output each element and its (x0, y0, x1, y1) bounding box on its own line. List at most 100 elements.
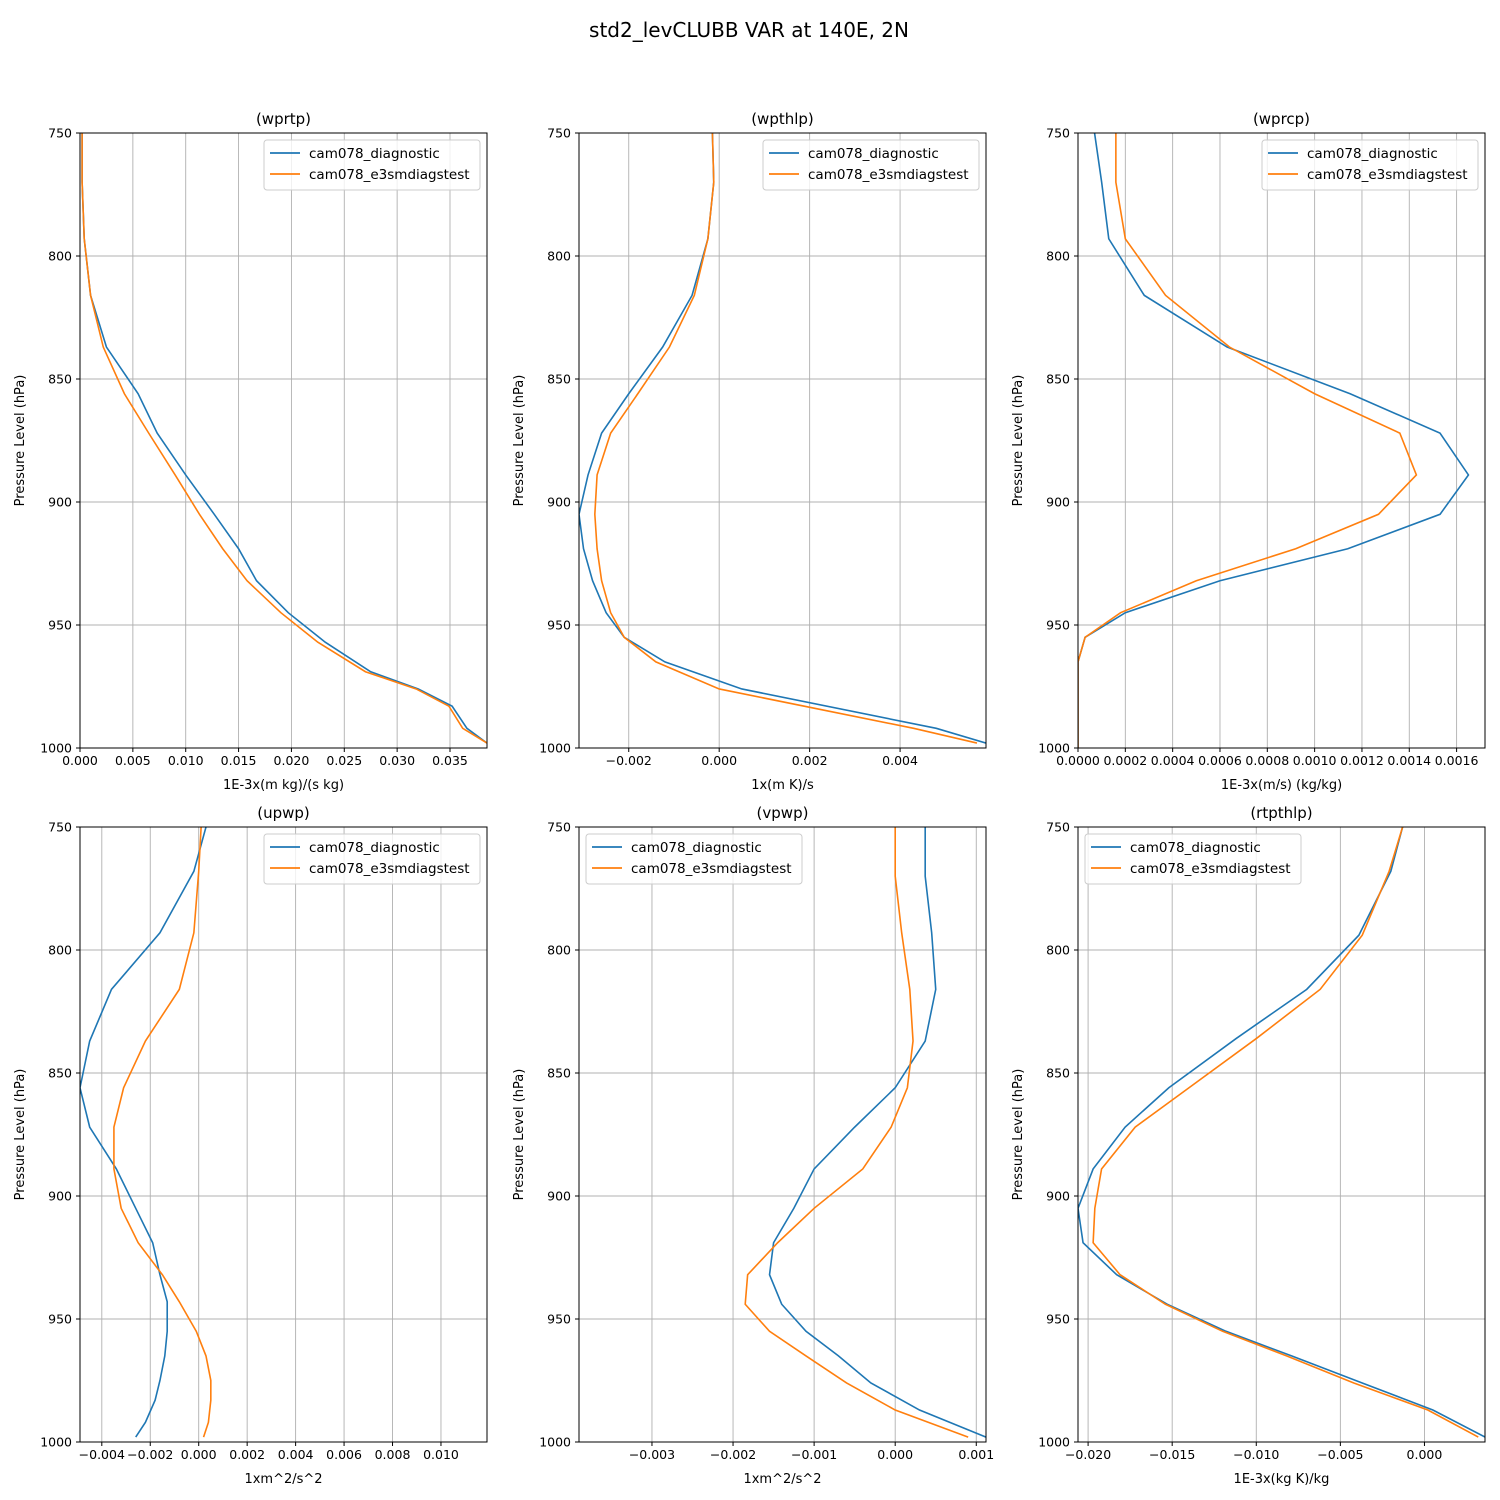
y-tick-label: 750 (547, 126, 571, 141)
x-tick-label: 0.0002 (1103, 753, 1147, 768)
series-line-cam078_e3smdiagstest (1092, 827, 1479, 1438)
y-tick-label: 800 (547, 249, 571, 264)
y-tick-label: 750 (547, 820, 571, 835)
y-tick-label: 800 (48, 249, 72, 264)
subplot-wprcp: 0.0000 0.0002 0.0004 0.0006 0.0008 0.0010 0.00… (1011, 110, 1486, 793)
y-axis-label: Pressure Level (hPa) (13, 375, 28, 507)
y-tick-label: 950 (547, 618, 571, 633)
series-line-cam078_diagnostic (1078, 827, 1485, 1438)
legend-label-cam078_e3smdiagstest: cam078_e3smdiagstest (309, 861, 470, 877)
x-tick-label: 0.015 (221, 753, 257, 768)
plot-frame (1077, 132, 1486, 749)
legend-label-cam078_diagnostic: cam078_diagnostic (309, 146, 440, 162)
x-tick-label: 0.0014 (1387, 753, 1431, 768)
subplot-title: (wpthlp) (751, 110, 814, 128)
series-line-cam078_e3smdiagstest (81, 133, 487, 744)
x-tick-label: 0.025 (326, 753, 362, 768)
y-tick-label: 1000 (40, 741, 72, 756)
x-tick-label: 0.0000 (1056, 753, 1100, 768)
y-axis-label: Pressure Level (hPa) (512, 375, 527, 507)
legend: cam078_diagnostic cam078_e3smdiagstest (1084, 833, 1302, 885)
y-tick-label: 900 (547, 495, 571, 510)
y-tick-label: 950 (48, 618, 72, 633)
x-tick-label: 0.0010 (1293, 753, 1337, 768)
x-tick-label: 0.000 (62, 753, 98, 768)
y-tick-label: 850 (547, 372, 571, 387)
legend-label-cam078_diagnostic: cam078_diagnostic (309, 840, 440, 856)
plot-frame (578, 132, 987, 749)
y-tick-label: 950 (547, 1312, 571, 1327)
x-tick-label: 0.020 (274, 753, 310, 768)
legend-label-cam078_diagnostic: cam078_diagnostic (1307, 146, 1438, 162)
y-tick-label: 800 (1046, 249, 1070, 264)
x-tick-label: 0.005 (115, 753, 151, 768)
x-tick-label: 0.035 (432, 753, 468, 768)
plot-frame (79, 132, 488, 749)
y-tick-label: 1000 (539, 1435, 571, 1450)
x-tick-label: 0.008 (375, 1447, 411, 1462)
legend: cam078_diagnostic cam078_e3smdiagstest (263, 833, 481, 885)
series-line-cam078_diagnostic (1078, 133, 1470, 748)
plot-frame (578, 826, 987, 1443)
x-tick-label: 0.0004 (1151, 753, 1195, 768)
series-line-cam078_diagnostic (768, 827, 986, 1438)
y-tick-label: 950 (48, 1312, 72, 1327)
x-tick-label: 0.000 (181, 1447, 217, 1462)
legend: cam078_diagnostic cam078_e3smdiagstest (585, 833, 803, 885)
legend-label-cam078_diagnostic: cam078_diagnostic (631, 840, 762, 856)
subplot-title: (rtpthlp) (1250, 804, 1312, 822)
x-tick-label: −0.010 (1233, 1447, 1279, 1462)
x-axis-label: 1E-3x(kg K)/kg (1234, 1472, 1330, 1487)
y-axis-label: Pressure Level (hPa) (1011, 1069, 1026, 1201)
x-tick-label: 0.006 (326, 1447, 362, 1462)
y-tick-label: 850 (1046, 372, 1070, 387)
y-tick-label: 750 (1046, 126, 1070, 141)
x-tick-label: 0.000 (877, 1447, 913, 1462)
y-tick-label: 900 (547, 1189, 571, 1204)
y-tick-label: 900 (48, 495, 72, 510)
y-tick-label: 800 (547, 943, 571, 958)
legend-box (263, 833, 481, 885)
y-tick-label: 850 (48, 1066, 72, 1081)
subplot-title: (wprcp) (1253, 110, 1310, 128)
series-line-cam078_e3smdiagstest (113, 827, 212, 1438)
x-tick-label: 0.030 (379, 753, 415, 768)
x-tick-label: −0.003 (629, 1447, 675, 1462)
x-tick-label: −0.002 (127, 1447, 173, 1462)
series-line-cam078_e3smdiagstest (594, 133, 978, 744)
subplot-wpthlp: −0.002 0.000 0.002 0.004 750 800 850 900 950 1000… (512, 110, 987, 793)
x-tick-label: −0.015 (1149, 1447, 1195, 1462)
legend-box (1261, 139, 1479, 191)
subplot-title: (wprtp) (256, 110, 311, 128)
y-tick-label: 800 (1046, 943, 1070, 958)
legend: cam078_diagnostic cam078_e3smdiagstest (762, 139, 980, 191)
x-axis-label: 1E-3x(m/s) (kg/kg) (1221, 778, 1342, 793)
y-tick-label: 1000 (40, 1435, 72, 1450)
x-tick-label: 0.0016 (1435, 753, 1479, 768)
y-tick-label: 750 (48, 820, 72, 835)
y-tick-label: 750 (48, 126, 72, 141)
legend-label-cam078_e3smdiagstest: cam078_e3smdiagstest (309, 167, 470, 183)
subplot-upwp: −0.004 −0.002 0.000 0.002 0.004 0.006 0.008 0.0… (13, 804, 488, 1487)
series-line-cam078_diagnostic (80, 827, 207, 1438)
y-tick-label: 900 (1046, 1189, 1070, 1204)
y-tick-label: 1000 (1038, 1435, 1070, 1450)
subplot-vpwp: −0.003 −0.002 −0.001 0.000 0.001 750 800 850 900… (512, 804, 994, 1487)
x-tick-label: 0.004 (278, 1447, 314, 1462)
y-tick-label: 850 (1046, 1066, 1070, 1081)
legend: cam078_diagnostic cam078_e3smdiagstest (1261, 139, 1479, 191)
y-tick-label: 950 (1046, 618, 1070, 633)
legend-label-cam078_e3smdiagstest: cam078_e3smdiagstest (1130, 861, 1291, 877)
legend-label-cam078_diagnostic: cam078_diagnostic (808, 146, 939, 162)
x-tick-label: −0.002 (606, 753, 652, 768)
legend-box (585, 833, 803, 885)
x-axis-label: 1xm^2/s^2 (743, 1472, 821, 1487)
y-tick-label: 850 (48, 372, 72, 387)
x-axis-label: 1E-3x(m kg)/(s kg) (223, 778, 344, 793)
x-axis-label: 1x(m K)/s (751, 778, 814, 793)
x-tick-label: 0.010 (168, 753, 204, 768)
y-tick-label: 900 (1046, 495, 1070, 510)
x-tick-label: 0.0008 (1245, 753, 1289, 768)
legend-box (263, 139, 481, 191)
series-line-cam078_e3smdiagstest (1078, 133, 1418, 748)
